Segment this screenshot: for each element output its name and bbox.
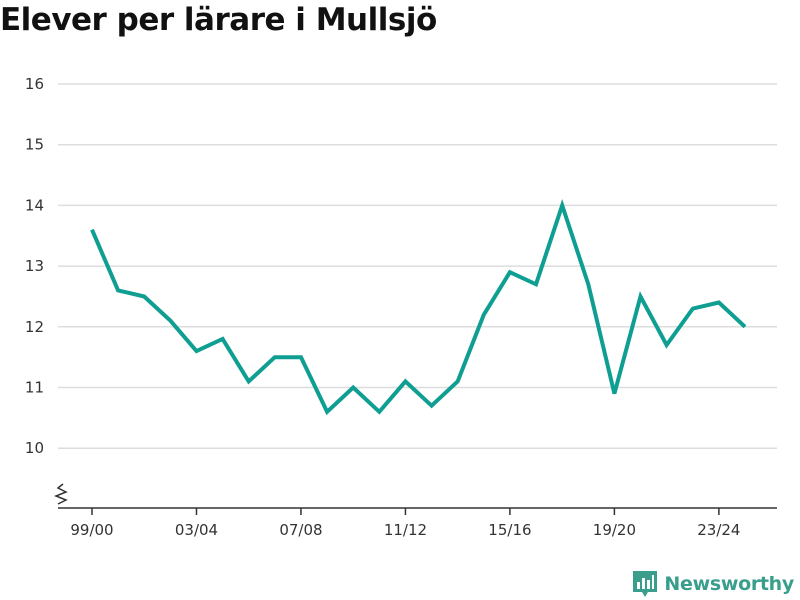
x-tick-label: 23/24 [697, 521, 740, 539]
series-line-0 [90, 199, 747, 416]
x-axis [53, 483, 777, 509]
x-tick-label: 07/08 [279, 521, 322, 539]
y-tick-label: 15 [25, 136, 44, 154]
brand-name: Newsworthy [664, 573, 794, 595]
newsworthy-logo-icon [633, 571, 658, 597]
axis-break-icon [53, 483, 68, 505]
x-axis-ticks: 99/00 03/04 07/08 11/12 15/16 19/20 23/24 [70, 508, 740, 539]
x-tick-label: 03/04 [175, 521, 218, 539]
series [90, 199, 747, 416]
x-tick-label: 19/20 [593, 521, 636, 539]
chart-title: Elever per lärare i Mullsjö [0, 2, 437, 38]
x-tick-label: 15/16 [488, 521, 531, 539]
y-tick-label: 10 [25, 439, 44, 457]
y-tick-label: 14 [25, 196, 44, 214]
x-tick-label: 11/12 [384, 521, 427, 539]
x-tick-label: 99/00 [70, 521, 113, 539]
y-axis-ticks: 10 11 12 13 14 15 16 [25, 75, 44, 457]
y-tick-label: 13 [25, 257, 44, 275]
y-tick-label: 12 [25, 318, 44, 336]
newsworthy-brand: Newsworthy [632, 570, 794, 598]
y-tick-label: 16 [25, 75, 44, 93]
y-tick-label: 11 [25, 379, 44, 397]
